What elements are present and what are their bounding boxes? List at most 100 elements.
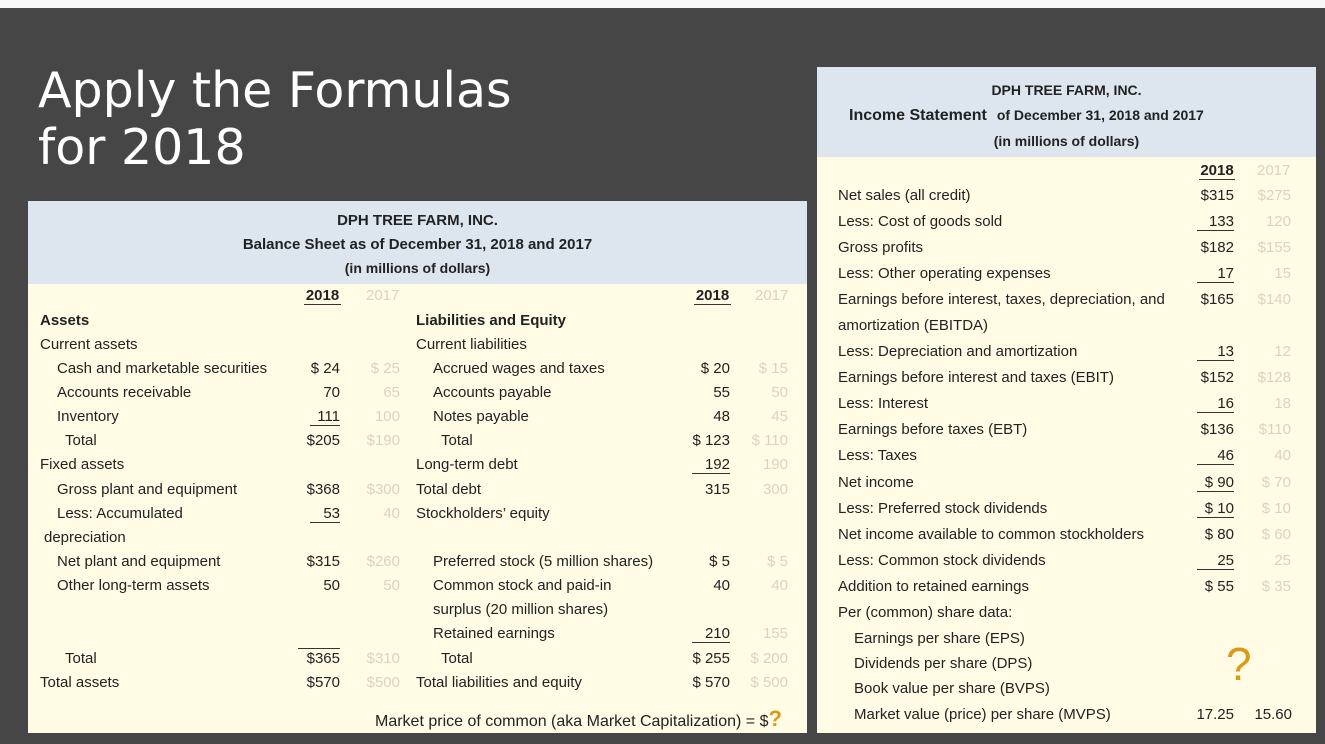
preferred-2018: $ 5 xyxy=(709,553,730,570)
current-assets-label: Current assets xyxy=(40,336,138,353)
income-statement-header: DPH TREE FARM, INC. Income Statement of D… xyxy=(817,67,1316,157)
market-cap-text: Market price of common (aka Market Capit… xyxy=(375,713,769,730)
other-lt-2017: 50 xyxy=(383,577,400,594)
liab-row-2017: 45 xyxy=(771,408,788,425)
asset-row-label: Total xyxy=(65,432,97,449)
is-row-2018: $152 xyxy=(1200,369,1234,386)
asset-row-2017: 100 xyxy=(374,408,400,425)
liab-row-2018: 48 xyxy=(713,408,730,425)
is-row-2017: 40 xyxy=(1274,447,1291,464)
is-row-2017: $ 35 xyxy=(1261,578,1291,595)
is-row-label: Less: Interest xyxy=(838,395,929,412)
eq-total-label: Total xyxy=(441,650,473,667)
slide-title-line1: Apply the Formulas xyxy=(38,62,512,119)
assets-heading: Assets xyxy=(40,312,90,329)
is-row-2017: $110 xyxy=(1258,421,1291,438)
bs-year-2018-right: 2018 xyxy=(694,287,731,305)
is-row-2018: 13 xyxy=(1197,343,1234,361)
total-assets-2017: $500 xyxy=(366,674,400,691)
liab-row-label: Accrued wages and taxes xyxy=(433,360,605,377)
net-plant-2017: $260 xyxy=(366,553,400,570)
is-row-label: Dividends per share (DPS) xyxy=(854,655,1033,672)
is-title-rest: of December 31, 2018 and 2017 xyxy=(996,107,1204,123)
common-label-2: surplus (20 million shares) xyxy=(433,601,609,618)
is-row-2017: 15 xyxy=(1274,265,1291,282)
slide-title-line2: for 2018 xyxy=(38,119,246,176)
liab-row-label: Accounts payable xyxy=(433,384,552,401)
is-year-2018: 2018 xyxy=(1199,162,1235,180)
asset-row-2017: $190 xyxy=(366,432,400,449)
asset-row-2018: 111 xyxy=(310,408,340,426)
bs-year-2018-left: 2018 xyxy=(304,287,341,305)
preferred-label: Preferred stock (5 million shares) xyxy=(433,553,654,570)
common-2017: 40 xyxy=(771,577,788,594)
is-row-label: Less: Other operating expenses xyxy=(838,265,1051,282)
is-row-2018: $315 xyxy=(1200,187,1234,204)
is-row-label: Earnings per share (EPS) xyxy=(854,630,1025,647)
total-debt-label: Total debt xyxy=(416,481,482,498)
is-company-name: DPH TREE FARM, INC. xyxy=(991,82,1142,98)
is-row-2018: $ 55 xyxy=(1204,578,1234,595)
is-question-mark: ? xyxy=(1226,638,1252,690)
gross-plant-label: Gross plant and equipment xyxy=(57,481,238,498)
is-row-label: amortization (EBITDA) xyxy=(838,317,989,334)
is-row-2017: $275 xyxy=(1257,187,1291,204)
fa-total-label: Total xyxy=(65,650,97,667)
slide-title: Apply the Formulas for 2018 xyxy=(38,62,512,176)
total-le-label: Total liabilities and equity xyxy=(416,674,582,691)
is-row-2018: 16 xyxy=(1197,395,1234,413)
bs-title: Balance Sheet as of December 31, 2018 an… xyxy=(242,236,593,253)
is-row-label: Less: Cost of goods sold xyxy=(838,213,1003,230)
liab-row-2018: $ 20 xyxy=(700,360,730,377)
net-plant-label: Net plant and equipment xyxy=(57,553,221,570)
total-le-2017: $ 500 xyxy=(750,674,788,691)
is-row-2017: $ 70 xyxy=(1261,474,1291,491)
bs-year-2017-right: 2017 xyxy=(755,287,789,304)
is-row-2018: 25 xyxy=(1197,552,1234,570)
total-assets-label: Total assets xyxy=(40,674,120,691)
is-row-2018: $ 80 xyxy=(1204,526,1234,543)
accum-dep-label-2: depreciation xyxy=(44,529,126,546)
is-row-2018: $165 xyxy=(1200,291,1234,308)
is-row-2018: 133 xyxy=(1197,213,1234,231)
asset-row-2018: 70 xyxy=(323,384,340,401)
bs-year-2017-left: 2017 xyxy=(366,287,400,304)
is-row-2018: 17.25 xyxy=(1196,706,1234,723)
is-row-label: Net income xyxy=(838,474,914,491)
lt-debt-label: Long-term debt xyxy=(416,456,518,473)
liab-row-label: Total xyxy=(441,432,473,449)
is-row-label: Per (common) share data: xyxy=(838,604,1013,621)
is-row-label: Earnings before interest and taxes (EBIT… xyxy=(838,369,1114,386)
gross-plant-2018: $368 xyxy=(306,481,340,498)
is-row-label: Earnings before taxes (EBT) xyxy=(838,421,1028,438)
gross-plant-2017: $300 xyxy=(366,481,400,498)
is-row-2017: 25 xyxy=(1274,552,1291,569)
is-row-2018: 46 xyxy=(1197,447,1234,465)
is-row-2018: $ 90 xyxy=(1197,474,1234,492)
retained-2018: 210 xyxy=(692,625,730,643)
total-le-2018: $ 570 xyxy=(692,674,730,691)
liab-row-2017: 50 xyxy=(771,384,788,401)
liab-row-2018: 55 xyxy=(713,384,730,401)
is-row-label: Book value per share (BVPS) xyxy=(854,680,1050,697)
liab-heading: Liabilities and Equity xyxy=(416,312,567,329)
top-strip xyxy=(0,0,1325,8)
fa-total-2017: $310 xyxy=(366,650,400,667)
bs-company-name: DPH TREE FARM, INC. xyxy=(337,212,498,229)
asset-row-label: Accounts receivable xyxy=(57,384,192,401)
liab-row-2018: $ 123 xyxy=(692,432,730,449)
preferred-2017: $ 5 xyxy=(767,553,788,570)
asset-row-label: Inventory xyxy=(57,408,119,425)
bs-units: (in millions of dollars) xyxy=(344,260,491,276)
liab-row-2017: $ 110 xyxy=(751,432,788,449)
common-label: Common stock and paid-in xyxy=(433,577,612,594)
accum-dep-2017: 40 xyxy=(383,505,400,522)
is-row-2017: 120 xyxy=(1265,213,1291,230)
is-row-label: Net income available to common stockhold… xyxy=(838,526,1144,543)
liab-row-label: Notes payable xyxy=(433,408,529,425)
market-cap-line: Market price of common (aka Market Capit… xyxy=(375,706,782,732)
is-row-2018: $136 xyxy=(1200,421,1234,438)
eq-total-2017: $ 200 xyxy=(750,650,788,667)
is-row-label: Gross profits xyxy=(838,239,924,256)
asset-row-2017: 65 xyxy=(383,384,400,401)
